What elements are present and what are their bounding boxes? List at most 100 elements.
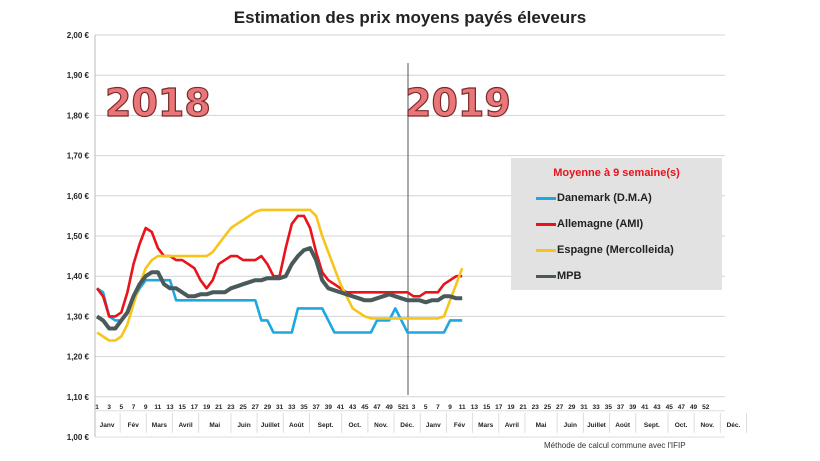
x-tick-label: 45 [361,404,369,411]
year-label-2018: 2018 [105,81,211,125]
legend-label: Danemark (D.M.A) [557,192,652,204]
x-tick-label: 23 [532,404,540,411]
x-tick-label: 33 [593,404,601,411]
x-tick-label: 41 [337,404,345,411]
x-tick-label: 3 [412,404,416,411]
month-label: Janv [100,422,115,429]
x-tick-label: 9 [144,404,148,411]
month-label: Août [289,422,305,429]
x-tick-label: 39 [629,404,637,411]
x-tick-label: 31 [276,404,284,411]
legend-swatch [536,274,556,278]
month-label: Sept. [318,422,334,429]
x-tick-label: 41 [641,404,649,411]
x-tick-label: 19 [203,404,211,411]
x-tick-label: 49 [690,404,698,411]
x-tick-label: 35 [300,404,308,411]
x-tick-label: 43 [653,404,661,411]
legend-label: Allemagne (AMI) [557,218,644,230]
x-tick-label: 7 [132,404,136,411]
y-tick-label: 1,00 € [67,433,90,442]
y-tick-label: 2,00 € [67,31,90,40]
x-tick-label: 33 [288,404,296,411]
x-tick-label: 23 [227,404,235,411]
legend-item-espagne: Espagne (Mercolleida) [536,244,674,256]
x-tick-label: 15 [483,404,491,411]
x-tick-label: 37 [313,404,321,411]
x-tick-label: 11 [154,404,161,411]
month-label: Déc. [727,422,741,429]
legend-swatch [536,196,556,200]
month-label: Mars [478,422,494,429]
y-tick-label: 1,10 € [67,393,90,402]
y-tick-label: 1,40 € [67,272,90,281]
year-label-2019: 2019 [405,81,511,125]
x-tick-label: 29 [264,404,272,411]
x-tick-label: 521 [398,404,409,411]
x-tick-label: 3 [107,404,111,411]
x-tick-label: 45 [666,404,674,411]
x-tick-label: 47 [678,404,686,411]
x-tick-label: 11 [459,404,466,411]
legend-title: Moyenne à 9 semaine(s) [553,167,680,179]
month-label: Sept. [644,422,660,429]
legend-item-allemagne: Allemagne (AMI) [536,218,643,230]
month-label: Oct. [348,422,361,429]
y-tick-label: 1,30 € [67,312,90,321]
month-label: Avril [178,422,192,429]
x-tick-label: 39 [325,404,333,411]
legend-label: Espagne (Mercolleida) [557,244,674,256]
month-label: Janv [426,422,441,429]
y-tick-label: 1,90 € [67,71,90,80]
month-label: Juin [237,422,250,429]
x-tick-label: 17 [191,404,199,411]
month-label: Mai [536,422,547,429]
month-label: Juin [564,422,577,429]
x-tick-label: 5 [424,404,428,411]
x-tick-label: 13 [166,404,174,411]
x-tick-label: 25 [544,404,552,411]
month-label: Oct. [675,422,688,429]
month-label: Déc. [400,422,414,429]
month-label: Août [615,422,631,429]
legend-label: MPB [557,270,582,282]
y-tick-label: 1,60 € [67,192,90,201]
x-tick-label: 52 [702,404,710,411]
month-label: Fév [128,422,140,429]
x-tick-label: 29 [568,404,576,411]
x-tick-label: 25 [239,404,247,411]
legend-swatch [536,222,556,226]
x-tick-label: 21 [215,404,223,411]
legend: Moyenne à 9 semaine(s) Danemark (D.M.A) … [511,158,722,290]
footnote: Méthode de calcul commune avec l'IFIP [544,441,686,450]
x-tick-label: 7 [436,404,440,411]
x-tick-label: 21 [519,404,527,411]
x-tick-label: 27 [252,404,260,411]
x-tick-label: 27 [556,404,564,411]
x-tick-label: 43 [349,404,357,411]
month-label: Nov. [700,422,714,429]
x-tick-label: 13 [471,404,479,411]
y-tick-label: 1,70 € [67,152,90,161]
x-tick-label: 15 [179,404,187,411]
x-tick-label: 1 [95,404,99,411]
month-label: Avril [505,422,519,429]
x-tick-label: 31 [580,404,588,411]
y-tick-label: 1,80 € [67,111,90,120]
x-tick-label: 5 [120,404,124,411]
y-tick-label: 1,50 € [67,232,90,241]
series-line-mpb [95,246,463,331]
legend-swatch [536,248,556,252]
x-tick-label: 35 [605,404,613,411]
month-label: Mars [152,422,168,429]
chart-title: Estimation des prix moyens payés éleveur… [233,8,587,27]
x-tick-label: 17 [495,404,503,411]
month-label: Nov. [374,422,388,429]
legend-item-danemark: Danemark (D.M.A) [536,192,652,204]
x-tick-label: 49 [386,404,394,411]
x-tick-label: 37 [617,404,625,411]
series-line-danemark [96,278,463,334]
month-label: Juillet [261,422,281,429]
x-tick-label: 19 [507,404,515,411]
